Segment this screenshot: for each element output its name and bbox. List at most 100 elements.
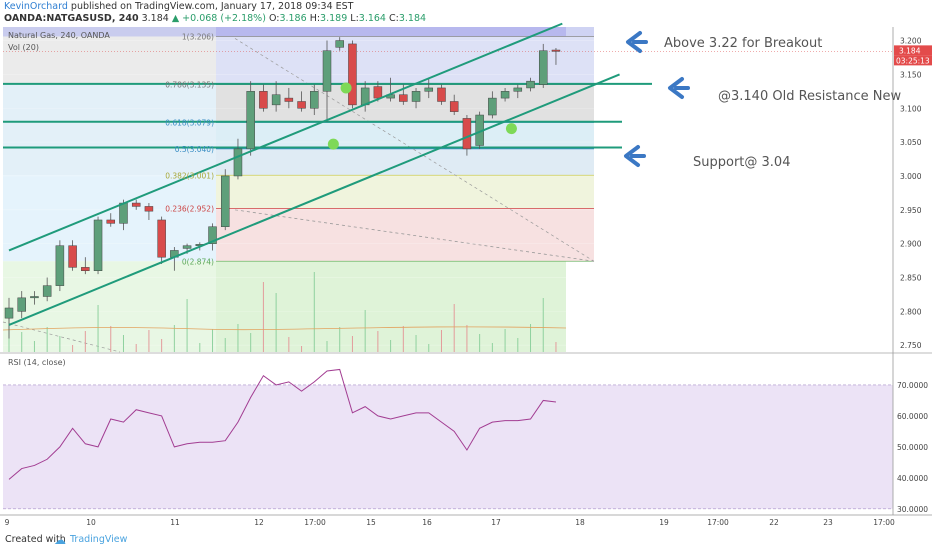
candle-body (182, 245, 192, 249)
candle-body (259, 91, 268, 109)
price-tick-label: 3.200 (900, 37, 922, 46)
price-tick-label: 2.900 (900, 240, 922, 249)
time-tick-label: 17:00 (707, 518, 729, 527)
fib-label: 1(3.206) (182, 32, 214, 41)
touch-dot (327, 138, 339, 150)
time-tick-label: 12 (254, 518, 264, 527)
top-band (566, 27, 594, 37)
candle-body (335, 40, 344, 48)
candle-body (271, 94, 281, 106)
candle-body (399, 94, 408, 102)
candle-body (551, 49, 561, 52)
top-left-band (3, 27, 216, 37)
publish-text: published on TradingView.com, January 17… (67, 1, 354, 12)
candles (4, 37, 561, 339)
fib-background (2, 27, 893, 353)
candle-body (81, 267, 90, 272)
candle-body (55, 245, 65, 286)
rsi-band (3, 384, 893, 509)
fib-label: 0.382(3.001) (165, 171, 214, 180)
candle-body (4, 307, 14, 319)
breakout-annotation: Above 3.22 for Breakout (664, 36, 823, 51)
candle-body (500, 91, 510, 99)
left-arrow-icon (624, 145, 646, 167)
candle-body (449, 101, 459, 112)
price-tick-label: 2.750 (900, 341, 922, 350)
timer-badge-value: 03:25:13 (896, 56, 930, 65)
time-tick-label: 22 (769, 518, 779, 527)
author-link[interactable]: KevinOrchard (4, 1, 68, 12)
candle-body (131, 202, 141, 207)
touch-dot (340, 82, 352, 94)
price-tick-label: 2.950 (900, 206, 922, 215)
fib-zone (216, 122, 594, 149)
candle-body (17, 297, 26, 312)
created-with-text: Created with (5, 534, 66, 545)
rsi-legend[interactable]: RSI (14, close) (8, 358, 66, 367)
last-price: 3.184 (141, 13, 169, 24)
fib-label: 0(2.874) (182, 257, 214, 266)
fib-label: 0.618(3.079) (165, 118, 214, 127)
footer: Created with ☁ TradingView (0, 530, 932, 550)
price-tick-label: 3.100 (900, 104, 922, 113)
candle-body (246, 91, 255, 150)
time-tick-label: 10 (86, 518, 96, 527)
volume-ma (2, 326, 567, 331)
bottom-band (216, 261, 566, 352)
time-tick-label: 18 (575, 518, 585, 527)
candle-body (424, 87, 434, 92)
low-label: L: (350, 13, 359, 24)
candle-body (437, 87, 446, 102)
annotation-arrows (624, 31, 690, 167)
candle-body (119, 202, 128, 224)
change-value: ▲ +0.068 (+2.18%) (171, 13, 266, 24)
resistance-annotation: @3.140 Old Resistance New (718, 89, 902, 104)
open-label: O: (268, 13, 280, 24)
candle-body (513, 87, 523, 92)
candle-body (208, 226, 217, 244)
candle-body (233, 148, 243, 177)
touch-dots (327, 82, 517, 150)
high-label: H: (309, 13, 321, 24)
left-arrow-icon (626, 31, 648, 53)
fib-zone (216, 36, 594, 85)
time-tick-label: 23 (823, 518, 833, 527)
arrow-head (624, 145, 640, 167)
time-tick-label: 17:00 (873, 518, 895, 527)
candle-body (348, 43, 357, 106)
arrow-head (626, 31, 642, 53)
arrow-head (668, 77, 684, 99)
candle-body (284, 97, 294, 102)
candle-body (157, 219, 166, 258)
fib-label: 0.786(3.135) (165, 81, 214, 90)
high-value: 3.189 (320, 13, 348, 24)
fib-diagonal (234, 209, 595, 262)
axes: 3.200 3.150 3.100 3.050 3.000 2.950 2.900 2.850… (0, 27, 932, 527)
candle-body (297, 101, 306, 109)
candle-body (373, 86, 383, 99)
time-tick-label: 19 (659, 518, 669, 527)
candle-body (144, 206, 154, 212)
tradingview-brand[interactable]: TradingView (70, 534, 128, 545)
left-band (3, 261, 216, 352)
ohlc-line: OANDA:NATGASUSD, 240 3.184 ▲ +0.068 (+2.… (4, 13, 426, 24)
lower-channel-line (8, 73, 620, 326)
main-legend[interactable]: Natural Gas, 240, OANDA (8, 31, 110, 40)
candle-body (462, 118, 472, 150)
candle-body (488, 97, 497, 116)
timer-badge-bg (894, 55, 932, 66)
left-arrow-icon (668, 77, 690, 99)
rsi-tick-label: 50.0000 (897, 443, 928, 452)
fib-zone (216, 208, 594, 262)
candle-body (322, 50, 332, 92)
volume-legend[interactable]: Vol (20) (8, 43, 39, 52)
fib-label: 0.5(3.040) (175, 145, 214, 154)
time-tick-label: 9 (5, 518, 10, 527)
upper-channel-line (8, 22, 563, 252)
cloud-icon: ☁ (54, 533, 66, 547)
trend-channel (8, 22, 620, 326)
open-value: 3.186 (279, 13, 307, 24)
price-badge-bg (894, 45, 932, 56)
